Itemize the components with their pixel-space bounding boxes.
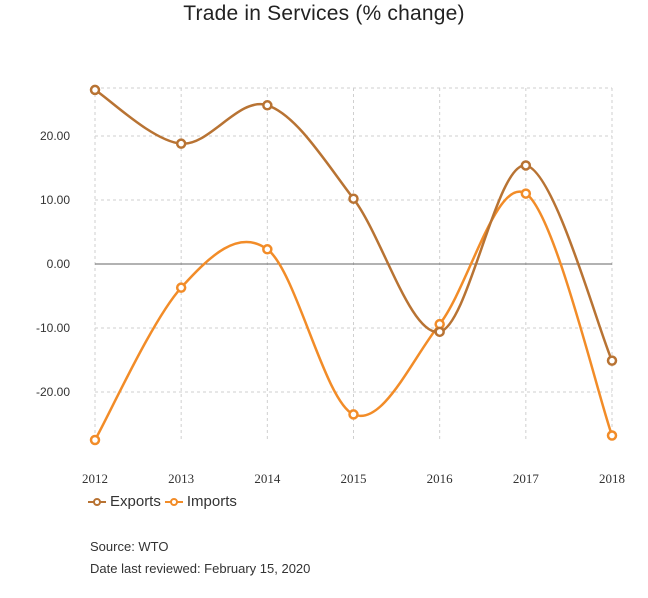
x-tick-label-2015: 2015 [341, 471, 367, 486]
data-point-imports-2014 [262, 244, 273, 255]
legend-swatch-exports-icon [88, 497, 106, 506]
x-tick-label-2016: 2016 [427, 471, 454, 486]
y-tick-label: 0.00 [47, 257, 71, 271]
y-axis: 20.00 10.00 0.00 -10.00 -20.00 [36, 129, 70, 399]
legend-swatch-imports-icon [164, 497, 183, 506]
data-point-imports-2017 [520, 188, 532, 199]
x-axis: 2012 2013 2014 2015 2016 2017 2018 [82, 471, 625, 486]
y-tick-label: -10.00 [36, 321, 70, 335]
data-point-exports-2018 [606, 355, 618, 366]
y-tick-label: -20.00 [36, 385, 70, 399]
data-point-exports-2017 [520, 160, 532, 171]
legend-item-imports[interactable]: Imports [164, 493, 237, 510]
legend-label-imports: Imports [186, 493, 237, 510]
legend: Exports Imports [88, 493, 241, 510]
date-reviewed-note: Date last reviewed: February 15, 2020 [90, 561, 311, 576]
x-tick-label-2014: 2014 [254, 471, 281, 486]
data-point-exports-2014 [262, 100, 273, 111]
data-point-imports-2012 [89, 434, 101, 446]
data-point-imports-2015 [348, 409, 359, 420]
source-note: Source: WTO [90, 539, 169, 554]
legend-item-exports[interactable]: Exports [88, 493, 161, 510]
y-tick-label: 10.00 [40, 193, 70, 207]
data-point-exports-2012 [89, 84, 101, 96]
x-tick-label-2013: 2013 [168, 471, 194, 486]
x-tick-label-2018: 2018 [599, 471, 625, 486]
x-tick-label-2017: 2017 [513, 471, 540, 486]
data-point-exports-2015 [348, 193, 359, 204]
data-point-exports-2013 [175, 138, 187, 149]
grid [94, 87, 613, 440]
y-tick-label: 20.00 [40, 129, 70, 143]
legend-label-exports: Exports [110, 493, 161, 510]
x-tick-label-2012: 2012 [82, 471, 108, 486]
data-point-imports-2018 [606, 430, 618, 441]
data-point-imports-2013 [175, 282, 187, 293]
series-lines [89, 84, 618, 446]
data-point-exports-2016 [434, 326, 445, 338]
series-line-exports [94, 88, 614, 362]
chart-title: Trade in Services (% change) [183, 2, 465, 25]
